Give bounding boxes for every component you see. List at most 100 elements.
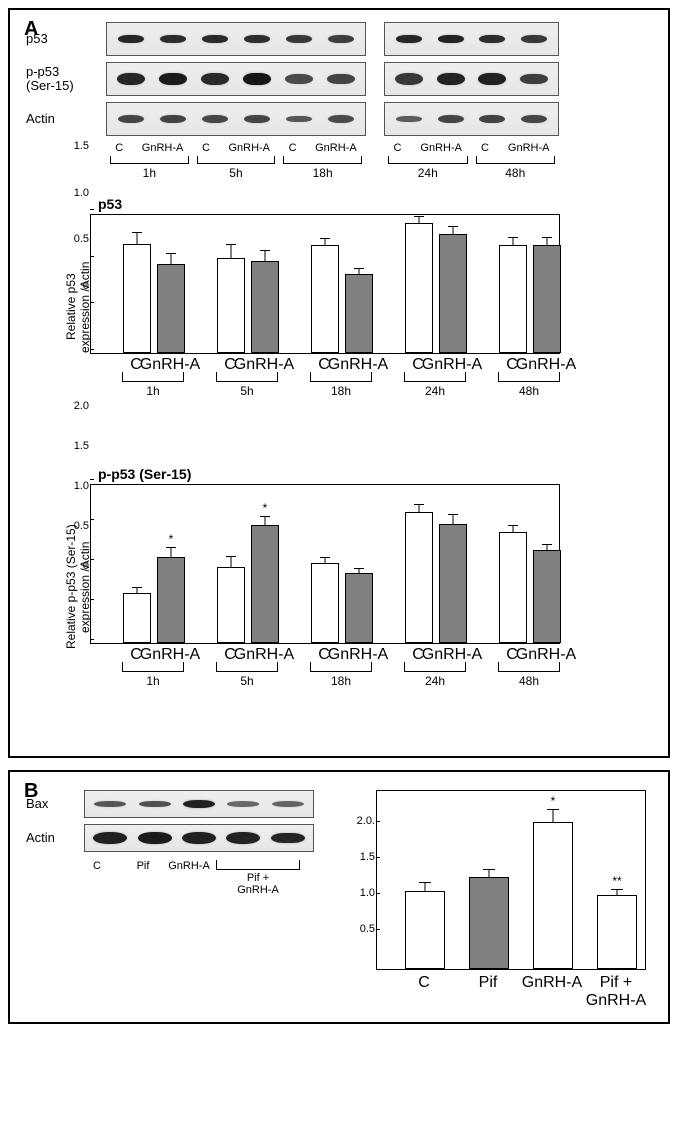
lane-label: C — [115, 142, 123, 154]
significance-marker: ** — [612, 874, 621, 888]
timepoint-label: 1h — [106, 166, 193, 180]
panel-b-lanelabels: C Pif GnRH-A Pif +GnRH-A — [74, 858, 304, 908]
chart-bar — [251, 525, 279, 643]
chart-bar — [405, 512, 433, 643]
lane-label: GnRH-A — [420, 142, 462, 154]
blot-row-bax: Bax — [26, 790, 326, 818]
chart-xlabel: Pif — [479, 974, 498, 992]
lane-label: GnRH-A — [228, 142, 270, 154]
chart-group-label: 5h — [240, 384, 253, 398]
chart-group-label: 18h — [331, 384, 351, 398]
lane-label: GnRH-A — [508, 142, 550, 154]
chart-ytick: 2.0 — [61, 400, 89, 558]
chart-bar — [217, 258, 245, 353]
chart-bar — [499, 245, 527, 353]
chart-bar — [469, 877, 509, 969]
timepoint-label: 24h — [384, 166, 472, 180]
significance-marker: * — [263, 501, 268, 515]
chart-bar — [533, 550, 561, 643]
chart2-title: p-p53 (Ser-15) — [98, 466, 652, 482]
blot-row-label: Actin — [26, 112, 96, 126]
chart-bar — [597, 895, 637, 969]
chart-bar — [533, 245, 561, 353]
chart-bar — [405, 891, 445, 969]
chart-group-label: 24h — [425, 384, 445, 398]
chart-bar — [345, 274, 373, 353]
gel-right — [384, 102, 559, 136]
panel-a: A p53p-p53(Ser-15)ActinCGnRH-A1hCGnRH-A5… — [8, 8, 670, 758]
chart-group-label: 18h — [331, 674, 351, 688]
blot-row-p-p53-ser-15-: p-p53(Ser-15) — [26, 62, 652, 96]
panel-a-blots: p53p-p53(Ser-15)ActinCGnRH-A1hCGnRH-A5hC… — [26, 22, 652, 180]
significance-marker: * — [551, 794, 556, 808]
blot-row-label: p-p53(Ser-15) — [26, 65, 96, 94]
chart-bar — [439, 524, 467, 643]
chart-bar — [123, 244, 151, 353]
timepoint-label: 5h — [193, 166, 280, 180]
chart-xlabel: Pif +GnRH-A — [586, 974, 646, 1010]
chart-group-label: 24h — [425, 674, 445, 688]
timepoint-label: 48h — [472, 166, 560, 180]
chart-ytick: 0.5 — [347, 923, 375, 935]
lane-label: C — [289, 142, 297, 154]
chart2: Relative p-p53 (Ser-15)expression /Actin… — [66, 484, 652, 690]
blot-row-p53: p53 — [26, 22, 652, 56]
chart-bar — [345, 573, 373, 643]
panel-b: B BaxActinCPifGnRH-APif +GnRH-A 0.51.01.… — [8, 770, 670, 1024]
chart-xaxis: CGnRH-ACGnRH-ACGnRH-ACGnRH-ACGnRH-A1h5h1… — [90, 354, 560, 400]
lane-label: GnRH-A — [142, 142, 184, 154]
lane-label: GnRH-A — [315, 142, 357, 154]
gel — [84, 824, 314, 852]
chart-bar — [311, 245, 339, 353]
chart-group-label: 1h — [146, 384, 159, 398]
timepoint-label: 18h — [279, 166, 366, 180]
chart-bar — [251, 261, 279, 353]
lane-label: C — [93, 860, 101, 872]
chart-ytick: 1.0 — [347, 887, 375, 899]
lane-label: Pif — [137, 860, 150, 872]
chart-xlabel: GnRH-A — [522, 974, 582, 992]
chart-bar — [405, 223, 433, 353]
gel-right — [384, 62, 559, 96]
blot-row-label: Actin — [26, 831, 74, 845]
panel-a-lanelabels: C GnRH-A 1h C GnRH-A 5h C GnRH-A 18h C GnRH-A 24h C G… — [26, 142, 652, 180]
chart-bar — [311, 563, 339, 643]
lane-label: C — [202, 142, 210, 154]
significance-marker: * — [169, 532, 174, 546]
chart-bar — [439, 234, 467, 353]
panel-a-chart2-wrap: p-p53 (Ser-15) Relative p-p53 (Ser-15)ex… — [26, 466, 652, 740]
lane-label: Pif +GnRH-A — [237, 872, 279, 896]
gel-left — [106, 62, 366, 96]
blot-row-actin: Actin — [26, 824, 326, 852]
chart-group-label: 1h — [146, 674, 159, 688]
blot-row-actin: Actin — [26, 102, 652, 136]
chart-plot: 00.51.01.5 — [90, 214, 560, 354]
chart-bar — [157, 557, 185, 643]
chart-bar — [157, 264, 185, 353]
chart-group-label: 48h — [519, 384, 539, 398]
chart-xaxis: CPifGnRH-APif +GnRH-A — [376, 970, 646, 1006]
chart-group-label: 5h — [240, 674, 253, 688]
chart-bar — [533, 822, 573, 969]
gel-left — [106, 22, 366, 56]
lane-label: C — [481, 142, 489, 154]
chart-group-label: 48h — [519, 674, 539, 688]
chart-bar — [499, 532, 527, 643]
lane-label: C — [393, 142, 401, 154]
gel — [84, 790, 314, 818]
chart1-title: p53 — [98, 196, 652, 212]
chart-ytick: 1.5 — [347, 851, 375, 863]
panel-b-blots: Bax Actin C Pif GnRH-A Pif +GnRH-A — [26, 790, 326, 908]
panel-b-letter: B — [24, 780, 38, 803]
chart-xaxis: CGnRH-ACGnRH-ACGnRH-ACGnRH-ACGnRH-A1h5h1… — [90, 644, 560, 690]
chart1: Relative p53expression /Actin00.51.01.5C… — [66, 214, 652, 400]
lane-label: GnRH-A — [168, 860, 210, 872]
gel-right — [384, 22, 559, 56]
chart-plot: 0.51.01.52.0.*** — [376, 790, 646, 970]
chart-bar — [217, 567, 245, 643]
panel-a-chart1-wrap: p53 Relative p53expression /Actin00.51.0… — [26, 196, 652, 450]
gel-left — [106, 102, 366, 136]
chart-ytick: 2.0. — [347, 815, 375, 827]
chart-plot: 00.51.01.52.0** — [90, 484, 560, 644]
chart-bar — [123, 593, 151, 643]
